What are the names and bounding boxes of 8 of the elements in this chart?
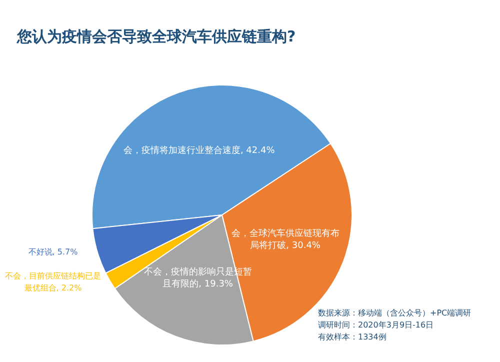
slice-label: 会，全球汽车供应链现有布局将打破, 30.4%	[231, 228, 340, 251]
slice-label: 不会，目前供应链结构已是最优组合, 2.2%	[5, 271, 101, 292]
chart-title: 您认为疫情会否导致全球汽车供应链重构?	[16, 28, 296, 46]
text: 有效样本：1334例	[318, 332, 386, 342]
source-note: 数据来源：移动端（含公众号）+PC端调研	[318, 308, 472, 318]
text: 调研时间：2020年3月9日-16日	[318, 320, 434, 330]
slice-label: 会，疫情将加速行业整合速度, 42.4%	[123, 144, 276, 156]
slice-label: 不好说, 5.7%	[28, 247, 78, 256]
